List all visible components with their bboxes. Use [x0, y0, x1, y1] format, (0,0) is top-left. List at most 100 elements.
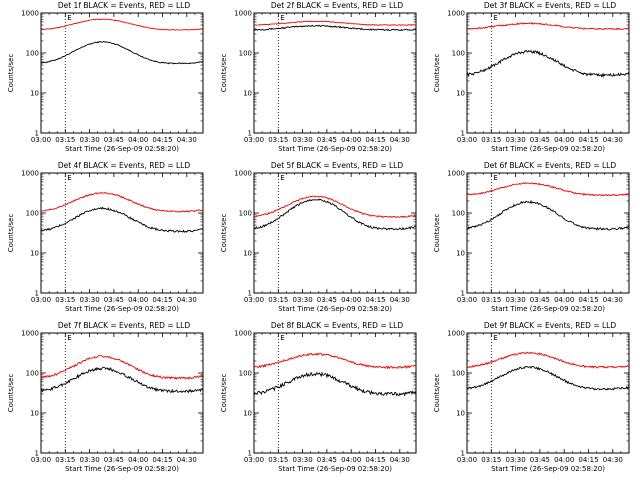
x-tick-label: 04:30 [390, 456, 410, 464]
x-tick-label: 04:15 [152, 456, 172, 464]
x-tick-label: 03:00 [244, 456, 264, 464]
events-series-line [253, 198, 417, 231]
event-marker-label: E [67, 14, 71, 22]
y-tick-label: 100 [452, 50, 465, 58]
x-tick-label: 04:30 [390, 136, 410, 144]
x-tick-label: 03:15 [268, 456, 288, 464]
y-tick-label: 1 [35, 290, 39, 298]
y-tick-label: 1000 [234, 170, 252, 178]
x-tick-label: 03:45 [317, 296, 337, 304]
x-tick-label: 03:45 [317, 136, 337, 144]
chart-title: Det 5f BLACK = Events, RED = LLD [271, 161, 404, 170]
y-axis-label: Counts/sec [7, 54, 15, 93]
y-tick-label: 100 [26, 210, 39, 218]
x-tick-label: 03:30 [80, 456, 100, 464]
event-marker-label: E [67, 174, 71, 182]
x-tick-label: 04:30 [390, 296, 410, 304]
y-axis-label: Counts/sec [7, 374, 15, 413]
events-series-line [40, 366, 204, 394]
y-axis-label: Counts/sec [220, 54, 228, 93]
event-marker-label: E [280, 14, 284, 22]
x-tick-label: 03:30 [293, 296, 313, 304]
y-tick-label: 10 [243, 90, 252, 98]
y-axis-label: Counts/sec [433, 214, 441, 253]
y-tick-label: 1000 [447, 10, 465, 18]
chart-panel: Det 9f BLACK = Events, RED = LLD 1 10 100 10… [426, 320, 639, 480]
x-tick-label: 03:15 [481, 456, 501, 464]
chart-svg: Det 3f BLACK = Events, RED = LLD 1 10 100 10… [433, 1, 630, 153]
x-tick-label: 04:15 [578, 296, 598, 304]
chart-panel: Det 1f BLACK = Events, RED = LLD 1 10 100 10… [0, 0, 234, 160]
y-tick-label: 1000 [447, 330, 465, 338]
x-tick-label: 03:15 [481, 136, 501, 144]
y-tick-label: 10 [456, 90, 465, 98]
chart-svg: Det 5f BLACK = Events, RED = LLD 1 10 100 10… [220, 161, 447, 313]
x-axis-label: Start Time (26-Sep-09 02:58:20) [491, 465, 605, 473]
y-tick-label: 1 [248, 130, 252, 138]
events-series-line [466, 199, 630, 231]
chart-panel: Det 6f BLACK = Events, RED = LLD 1 10 100 10… [426, 160, 639, 320]
chart-svg: Det 4f BLACK = Events, RED = LLD 1 10 100 10… [7, 161, 234, 313]
x-tick-label: 03:00 [244, 296, 264, 304]
y-tick-label: 100 [452, 370, 465, 378]
y-tick-label: 100 [26, 370, 39, 378]
x-tick-label: 04:30 [603, 136, 623, 144]
x-tick-label: 04:15 [365, 456, 385, 464]
x-tick-label: 03:45 [104, 456, 124, 464]
x-tick-label: 04:00 [341, 136, 361, 144]
lld-series-line [253, 20, 416, 26]
x-tick-label: 03:45 [530, 296, 550, 304]
x-tick-label: 03:00 [457, 456, 477, 464]
x-axis-label: Start Time (26-Sep-09 02:58:20) [65, 145, 179, 153]
chart-title: Det 7f BLACK = Events, RED = LLD [58, 321, 191, 330]
y-tick-label: 1 [461, 290, 465, 298]
x-tick-label: 03:45 [530, 136, 550, 144]
x-tick-label: 04:00 [128, 296, 148, 304]
x-tick-label: 03:15 [55, 456, 75, 464]
x-tick-label: 03:15 [55, 296, 75, 304]
lld-series-line [466, 182, 630, 197]
event-marker-label: E [493, 174, 497, 182]
events-series-line [253, 371, 417, 397]
x-axis-label: Start Time (26-Sep-09 02:58:20) [491, 305, 605, 313]
x-tick-label: 03:30 [506, 136, 526, 144]
x-tick-label: 03:45 [104, 296, 124, 304]
y-tick-label: 10 [30, 90, 39, 98]
x-tick-label: 03:00 [31, 456, 51, 464]
x-tick-label: 04:00 [341, 296, 361, 304]
chart-svg: Det 6f BLACK = Events, RED = LLD 1 10 100 10… [433, 161, 630, 313]
events-series-line [40, 41, 204, 65]
x-axis-label: Start Time (26-Sep-09 02:58:20) [491, 145, 605, 153]
x-tick-label: 04:15 [578, 136, 598, 144]
y-tick-label: 10 [30, 250, 39, 258]
x-axis-label: Start Time (26-Sep-09 02:58:20) [65, 465, 179, 473]
chart-panel: Det 8f BLACK = Events, RED = LLD 1 10 100 10… [213, 320, 447, 480]
chart-panel: Det 7f BLACK = Events, RED = LLD 1 10 100 10… [0, 320, 234, 480]
x-tick-label: 03:15 [55, 136, 75, 144]
x-tick-label: 03:00 [457, 136, 477, 144]
events-series-line [466, 365, 630, 391]
chart-title: Det 3f BLACK = Events, RED = LLD [484, 1, 617, 10]
x-tick-label: 03:15 [268, 136, 288, 144]
x-tick-label: 04:00 [554, 456, 574, 464]
y-axis-label: Counts/sec [7, 214, 15, 253]
y-tick-label: 1000 [447, 170, 465, 178]
y-tick-label: 10 [456, 410, 465, 418]
x-tick-label: 04:15 [152, 296, 172, 304]
chart-panel: Det 2f BLACK = Events, RED = LLD 1 10 100 10… [213, 0, 447, 160]
y-axis-label: Counts/sec [433, 374, 441, 413]
y-tick-label: 1 [35, 130, 39, 138]
x-tick-label: 03:45 [530, 456, 550, 464]
lld-series-line [40, 191, 204, 213]
x-tick-label: 03:30 [293, 456, 313, 464]
event-marker-label: E [280, 334, 284, 342]
events-series-line [253, 24, 417, 32]
lld-series-line [466, 22, 630, 31]
chart-title: Det 9f BLACK = Events, RED = LLD [484, 321, 617, 330]
y-tick-label: 1000 [234, 330, 252, 338]
lld-series-line [40, 355, 204, 380]
event-marker-label: E [280, 174, 284, 182]
chart-title: Det 1f BLACK = Events, RED = LLD [58, 1, 191, 10]
y-tick-label: 1 [461, 450, 465, 458]
